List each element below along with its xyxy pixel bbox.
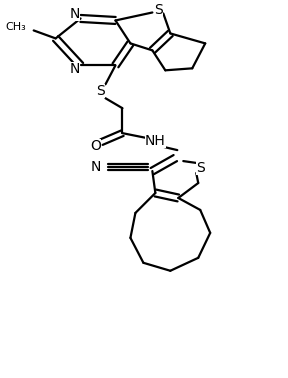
Text: CH₃: CH₃ xyxy=(5,22,26,33)
Text: S: S xyxy=(154,3,163,17)
Text: O: O xyxy=(90,139,101,153)
Text: N: N xyxy=(90,160,101,174)
Text: NH: NH xyxy=(145,134,166,148)
Text: N: N xyxy=(69,62,80,76)
Text: S: S xyxy=(196,161,204,175)
Text: N: N xyxy=(69,8,80,22)
Text: S: S xyxy=(96,84,105,98)
